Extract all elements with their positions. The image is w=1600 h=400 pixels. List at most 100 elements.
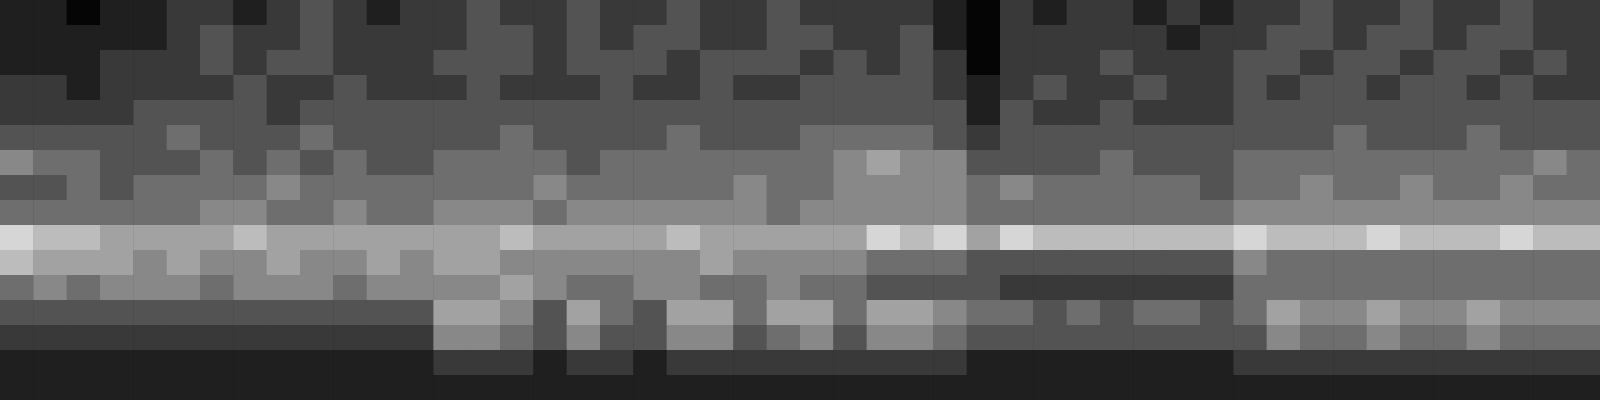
heatmap-cell [1067, 300, 1101, 326]
heatmap-cell [567, 375, 601, 400]
heatmap-cell [0, 300, 34, 326]
heatmap-cell [267, 375, 301, 400]
heatmap-cell [1033, 150, 1067, 176]
heatmap-cell [1133, 50, 1167, 76]
heatmap-cell [1033, 375, 1067, 400]
heatmap-cell [1067, 375, 1101, 400]
heatmap-cell [1267, 0, 1301, 26]
heatmap-cell [400, 300, 434, 326]
heatmap-cell [167, 0, 201, 26]
heatmap-cell [33, 100, 67, 126]
heatmap-cell [1200, 350, 1234, 376]
heatmap-cell [1233, 375, 1267, 400]
heatmap-cell [933, 325, 967, 351]
heatmap-cell [200, 150, 234, 176]
heatmap-cell [1333, 375, 1367, 400]
heatmap-cell [1200, 150, 1234, 176]
heatmap-cell [133, 250, 167, 276]
heatmap-cell [833, 50, 867, 76]
heatmap-cell [1533, 250, 1567, 276]
heatmap-cell [667, 350, 701, 376]
heatmap-cell [1400, 75, 1434, 101]
heatmap-cell [633, 325, 667, 351]
heatmap-cell [1500, 275, 1534, 301]
heatmap-cell [233, 300, 267, 326]
heatmap-cell [933, 125, 967, 151]
heatmap-cell [233, 225, 267, 251]
heatmap-cell [1233, 150, 1267, 176]
heatmap-cell [1567, 25, 1600, 51]
heatmap-cell [300, 125, 334, 151]
heatmap-cell [800, 300, 834, 326]
heatmap-cell [233, 125, 267, 151]
heatmap-cell [867, 150, 901, 176]
heatmap-cell [967, 300, 1001, 326]
heatmap-cell [1433, 175, 1467, 201]
heatmap-cell [833, 325, 867, 351]
heatmap-cell [500, 200, 534, 226]
heatmap-cell [1100, 300, 1134, 326]
heatmap-cell [1033, 75, 1067, 101]
heatmap-cell [700, 375, 734, 400]
heatmap-cell [900, 375, 934, 400]
heatmap-cell [1033, 25, 1067, 51]
heatmap-cell [1167, 125, 1201, 151]
heatmap-cell [867, 225, 901, 251]
heatmap-cell [900, 100, 934, 126]
heatmap-cell [1000, 25, 1034, 51]
heatmap-cell [33, 350, 67, 376]
heatmap-cell [700, 300, 734, 326]
heatmap-cell [967, 50, 1001, 76]
heatmap-cell [1300, 75, 1334, 101]
heatmap-cell [700, 350, 734, 376]
heatmap-cell [900, 25, 934, 51]
heatmap-cell [1200, 75, 1234, 101]
heatmap-cell [167, 250, 201, 276]
heatmap-cell [1100, 350, 1134, 376]
heatmap-cell [1000, 125, 1034, 151]
heatmap-cell [900, 125, 934, 151]
heatmap-cell [0, 100, 34, 126]
heatmap-cell [367, 150, 401, 176]
heatmap-cell [400, 200, 434, 226]
heatmap-cell [367, 275, 401, 301]
heatmap-cell [267, 75, 301, 101]
heatmap-cell [800, 75, 834, 101]
heatmap-cell [800, 275, 834, 301]
heatmap-cell [267, 25, 301, 51]
heatmap-cell [67, 75, 101, 101]
heatmap-cell [0, 375, 34, 400]
heatmap-cell [33, 200, 67, 226]
heatmap-cell [1467, 300, 1501, 326]
heatmap-cell [567, 350, 601, 376]
heatmap-cell [500, 375, 534, 400]
heatmap-cell [767, 25, 801, 51]
heatmap-cell [1233, 225, 1267, 251]
heatmap-cell [1300, 200, 1334, 226]
heatmap-cell [933, 75, 967, 101]
heatmap-cell [1367, 250, 1401, 276]
heatmap-cell [267, 125, 301, 151]
heatmap-cell [767, 225, 801, 251]
heatmap-cell [133, 0, 167, 26]
heatmap-cell [1100, 150, 1134, 176]
heatmap-cell [233, 100, 267, 126]
heatmap-cell [67, 325, 101, 351]
heatmap-cell [1467, 175, 1501, 201]
heatmap-cell [667, 300, 701, 326]
heatmap-cell [933, 150, 967, 176]
heatmap-cell [1567, 275, 1600, 301]
heatmap-cell [1400, 325, 1434, 351]
heatmap-cell [67, 375, 101, 400]
heatmap-cell [1467, 375, 1501, 400]
heatmap-cell [900, 225, 934, 251]
heatmap-cell [933, 100, 967, 126]
heatmap-cell [1367, 175, 1401, 201]
heatmap-cell [400, 175, 434, 201]
heatmap-cell [1467, 200, 1501, 226]
heatmap-cell [267, 175, 301, 201]
heatmap-cell [267, 250, 301, 276]
heatmap-cell [133, 125, 167, 151]
heatmap-cell [1300, 325, 1334, 351]
heatmap-cell [967, 75, 1001, 101]
